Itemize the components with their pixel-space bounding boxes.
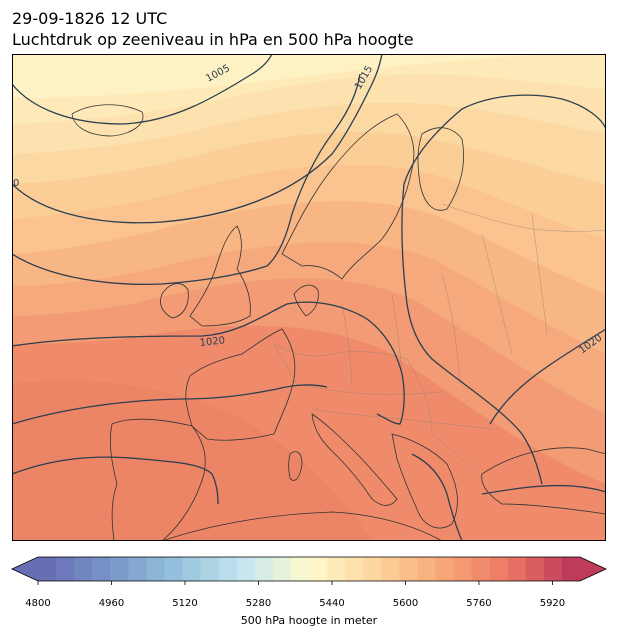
colorbar-tick-label: 4800 (25, 598, 51, 609)
colorbar-extend-high (580, 557, 606, 581)
colorbar-segment (345, 557, 364, 581)
colorbar-segment (309, 557, 328, 581)
colorbar-segment (525, 557, 545, 581)
colorbar-segment (164, 557, 184, 581)
colorbar-tick-label: 5600 (392, 598, 419, 609)
colorbar-tick-label: 4960 (98, 598, 125, 609)
colorbar-segment (56, 557, 75, 581)
colorbar-outline (11, 556, 607, 582)
map-main-title: Luchtdruk op zeeniveau in hPa en 500 hPa… (12, 30, 414, 49)
isobar-1020-east (489, 328, 606, 425)
colorbar-segment (254, 557, 274, 581)
colorbar-ticks (37, 581, 553, 585)
coastlines (71, 104, 606, 541)
colorbar-segment (363, 557, 382, 581)
colorbar-segment (236, 557, 256, 581)
colorbar-segment (290, 557, 310, 581)
colorbar-segment (110, 557, 129, 581)
colorbar-tick-label: 5280 (245, 598, 272, 609)
isobar-1015-south (411, 453, 463, 541)
isobar-1005 (12, 54, 273, 125)
isobar-1020-west (12, 301, 405, 425)
colorbar-segment (182, 557, 202, 581)
colorbar-tick-label: 5760 (466, 598, 492, 609)
colorbar-segment (92, 557, 111, 581)
colorbar-segment (200, 557, 220, 581)
colorbar-segment (399, 557, 418, 581)
isobar-1010-east (403, 94, 606, 185)
colorbar-segment (471, 557, 491, 581)
colorbar-segment (146, 557, 165, 581)
colorbar-segment (561, 557, 581, 581)
map-date-title: 29-09-1826 12 UTC (12, 9, 168, 28)
isobar-1025 (12, 456, 219, 505)
colorbar-segment (507, 557, 527, 581)
colorbar-tick-label: 5120 (172, 598, 198, 609)
colorbar-segment (489, 557, 509, 581)
isobar-1015-east (401, 183, 543, 485)
colorbar-segment (327, 557, 346, 581)
colorbar-segment (543, 557, 563, 581)
colorbar-segment (128, 557, 147, 581)
isobar-1015-southeast (481, 484, 606, 495)
colorbar-tick-label: 5920 (539, 598, 566, 609)
colorbar-segment (272, 557, 292, 581)
colorbar-segment (38, 557, 57, 581)
height-band-5440 (12, 54, 552, 98)
map-canvas: 1005 1015 0 1020 1020 (12, 54, 606, 541)
colorbar-segment (381, 557, 400, 581)
colorbar-label: 500 hPa hoogte in meter (240, 614, 378, 627)
isobars (12, 54, 606, 541)
colorbar-segments (38, 557, 581, 581)
colorbar-tick-label: 5440 (319, 598, 345, 609)
isobar-label-edge: 0 (13, 178, 19, 189)
isobar-1020-south (12, 384, 328, 425)
weather-map: 1005 1015 0 1020 1020 (12, 54, 606, 541)
colorbar-segment (453, 557, 473, 581)
isobar-1015 (12, 73, 361, 285)
colorbar-segment (74, 557, 93, 581)
colorbar-segment (417, 557, 436, 581)
colorbar-extend-low (12, 557, 38, 581)
isobar-label-1020-west: 1020 (199, 335, 225, 349)
colorbar-segment (218, 557, 238, 581)
isobar-1010 (12, 54, 383, 224)
colorbar-segment (435, 557, 455, 581)
map-frame (12, 54, 606, 541)
